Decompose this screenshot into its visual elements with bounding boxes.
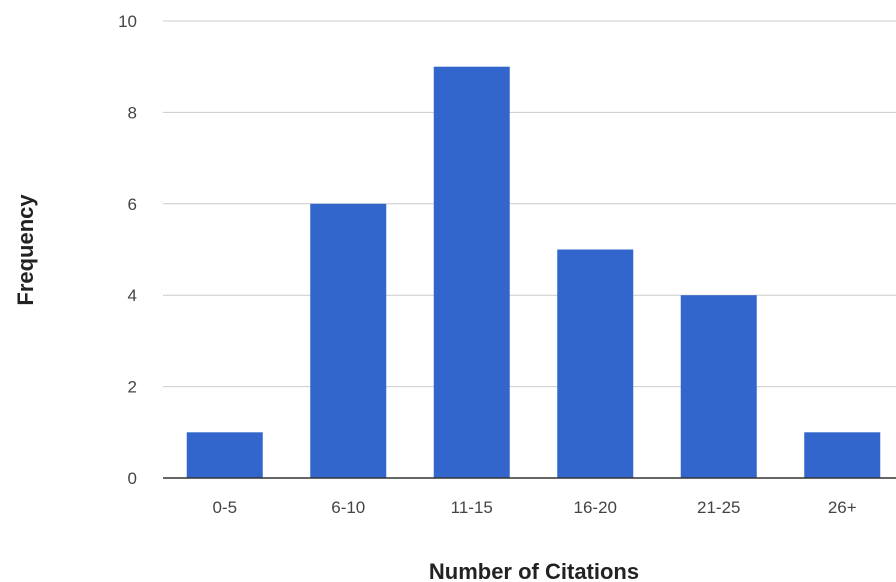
x-tick-label-0-5: 0-5 <box>212 498 237 517</box>
y-tick-label-2: 2 <box>128 378 137 397</box>
y-axis-title: Frequency <box>13 194 38 306</box>
y-tick-label-4: 4 <box>128 286 137 305</box>
bars <box>186 66 881 479</box>
y-tick-label-0: 0 <box>128 469 137 488</box>
x-axis-title: Number of Citations <box>429 559 639 582</box>
y-tick-labels: 0 2 4 6 8 10 <box>118 12 137 488</box>
y-tick-label-8: 8 <box>128 103 137 122</box>
bar-21-25 <box>680 295 757 478</box>
bar-26+ <box>804 432 881 478</box>
x-tick-label-11-15: 11-15 <box>451 498 493 517</box>
y-tick-label-10: 10 <box>118 12 137 31</box>
x-tick-labels: 0-5 6-10 11-15 16-20 21-25 26+ <box>212 498 856 517</box>
gridlines <box>163 20 896 388</box>
bar-11-15 <box>433 66 510 478</box>
bar-6-10 <box>310 203 387 479</box>
x-tick-label-6-10: 6-10 <box>331 498 365 517</box>
x-tick-label-16-20: 16-20 <box>574 498 617 517</box>
x-tick-label-21-25: 21-25 <box>697 498 740 517</box>
bar-16-20 <box>557 249 634 478</box>
bar-0-5 <box>186 432 263 478</box>
x-tick-label-26+: 26+ <box>828 498 857 517</box>
y-tick-label-6: 6 <box>128 195 137 214</box>
